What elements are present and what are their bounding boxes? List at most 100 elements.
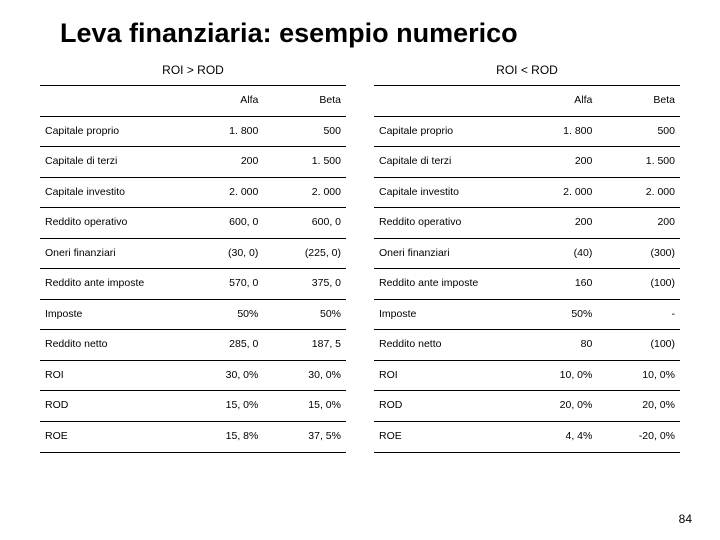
- table-cell: Capitale proprio: [40, 116, 181, 147]
- tables-container: ROI > ROD Alfa Beta Capitale proprio1. 8…: [40, 63, 680, 453]
- col-header: Beta: [597, 86, 680, 117]
- table-row: Reddito ante imposte160(100): [374, 269, 680, 300]
- table-cell: 600, 0: [181, 208, 264, 239]
- table-row: Capitale investito2. 0002. 000: [40, 177, 346, 208]
- table-cell: ROE: [374, 422, 515, 453]
- table-cell: Reddito netto: [374, 330, 515, 361]
- table-row: Reddito ante imposte570, 0375, 0: [40, 269, 346, 300]
- table-row: ROE15, 8%37, 5%: [40, 422, 346, 453]
- table-row: Capitale proprio1. 800500: [40, 116, 346, 147]
- left-table: Alfa Beta Capitale proprio1. 800500Capit…: [40, 85, 346, 453]
- table-cell: Oneri finanziari: [374, 238, 515, 269]
- table-cell: 375, 0: [263, 269, 346, 300]
- table-row: ROD15, 0%15, 0%: [40, 391, 346, 422]
- table-row: ROI30, 0%30, 0%: [40, 360, 346, 391]
- table-cell: 570, 0: [181, 269, 264, 300]
- table-cell: 200: [181, 147, 264, 178]
- table-cell: Reddito ante imposte: [40, 269, 181, 300]
- table-cell: 160: [515, 269, 598, 300]
- table-cell: 15, 0%: [181, 391, 264, 422]
- table-row: Capitale di terzi2001. 500: [40, 147, 346, 178]
- col-header: [40, 86, 181, 117]
- table-cell: -: [597, 299, 680, 330]
- table-cell: 200: [515, 208, 598, 239]
- table-cell: Capitale proprio: [374, 116, 515, 147]
- table-cell: Reddito netto: [40, 330, 181, 361]
- table-row: Capitale di terzi2001. 500: [374, 147, 680, 178]
- table-cell: 10, 0%: [515, 360, 598, 391]
- table-row: Reddito netto80(100): [374, 330, 680, 361]
- table-cell: Capitale di terzi: [374, 147, 515, 178]
- table-cell: 500: [263, 116, 346, 147]
- table-cell: 1. 500: [597, 147, 680, 178]
- right-column: ROI < ROD Alfa Beta Capitale proprio1. 8…: [374, 63, 680, 453]
- table-header-row: Alfa Beta: [40, 86, 346, 117]
- table-header-row: Alfa Beta: [374, 86, 680, 117]
- table-cell: 10, 0%: [597, 360, 680, 391]
- table-cell: 2. 000: [597, 177, 680, 208]
- table-cell: (40): [515, 238, 598, 269]
- table-row: Reddito operativo600, 0600, 0: [40, 208, 346, 239]
- table-cell: Imposte: [374, 299, 515, 330]
- table-cell: ROD: [374, 391, 515, 422]
- table-cell: Capitale di terzi: [40, 147, 181, 178]
- table-cell: 2. 000: [181, 177, 264, 208]
- table-row: Capitale investito2. 0002. 000: [374, 177, 680, 208]
- table-cell: Oneri finanziari: [40, 238, 181, 269]
- table-cell: ROD: [40, 391, 181, 422]
- col-header: Alfa: [181, 86, 264, 117]
- table-cell: 20, 0%: [597, 391, 680, 422]
- table-row: Capitale proprio1. 800500: [374, 116, 680, 147]
- table-cell: (30, 0): [181, 238, 264, 269]
- col-header: [374, 86, 515, 117]
- right-table: Alfa Beta Capitale proprio1. 800500Capit…: [374, 85, 680, 453]
- table-cell: Imposte: [40, 299, 181, 330]
- left-column: ROI > ROD Alfa Beta Capitale proprio1. 8…: [40, 63, 346, 453]
- table-cell: 15, 8%: [181, 422, 264, 453]
- table-cell: 4, 4%: [515, 422, 598, 453]
- table-cell: Capitale investito: [40, 177, 181, 208]
- table-cell: 1. 500: [263, 147, 346, 178]
- table-cell: 200: [597, 208, 680, 239]
- table-cell: 50%: [263, 299, 346, 330]
- table-cell: (100): [597, 330, 680, 361]
- slide: Leva finanziaria: esempio numerico ROI >…: [0, 0, 720, 540]
- table-row: Imposte50%-: [374, 299, 680, 330]
- table-cell: Reddito operativo: [40, 208, 181, 239]
- table-cell: ROI: [374, 360, 515, 391]
- table-cell: 187, 5: [263, 330, 346, 361]
- table-row: ROE4, 4%-20, 0%: [374, 422, 680, 453]
- table-cell: 80: [515, 330, 598, 361]
- table-row: Oneri finanziari(30, 0)(225, 0): [40, 238, 346, 269]
- table-cell: 30, 0%: [181, 360, 264, 391]
- table-cell: 2. 000: [263, 177, 346, 208]
- table-cell: 15, 0%: [263, 391, 346, 422]
- table-cell: (300): [597, 238, 680, 269]
- table-cell: 2. 000: [515, 177, 598, 208]
- table-row: Imposte50%50%: [40, 299, 346, 330]
- table-cell: Capitale investito: [374, 177, 515, 208]
- table-cell: 285, 0: [181, 330, 264, 361]
- table-cell: 600, 0: [263, 208, 346, 239]
- left-heading: ROI > ROD: [40, 63, 346, 77]
- table-cell: 200: [515, 147, 598, 178]
- table-cell: 1. 800: [515, 116, 598, 147]
- table-cell: 50%: [515, 299, 598, 330]
- table-row: Reddito netto285, 0187, 5: [40, 330, 346, 361]
- col-header: Alfa: [515, 86, 598, 117]
- table-cell: Reddito operativo: [374, 208, 515, 239]
- table-row: Oneri finanziari(40)(300): [374, 238, 680, 269]
- table-row: ROD20, 0%20, 0%: [374, 391, 680, 422]
- table-row: Reddito operativo200200: [374, 208, 680, 239]
- right-heading: ROI < ROD: [374, 63, 680, 77]
- table-cell: 37, 5%: [263, 422, 346, 453]
- table-cell: 50%: [181, 299, 264, 330]
- table-cell: Reddito ante imposte: [374, 269, 515, 300]
- table-cell: 20, 0%: [515, 391, 598, 422]
- table-cell: ROI: [40, 360, 181, 391]
- table-cell: (225, 0): [263, 238, 346, 269]
- table-cell: 30, 0%: [263, 360, 346, 391]
- table-cell: ROE: [40, 422, 181, 453]
- page-number: 84: [679, 512, 692, 526]
- table-row: ROI10, 0%10, 0%: [374, 360, 680, 391]
